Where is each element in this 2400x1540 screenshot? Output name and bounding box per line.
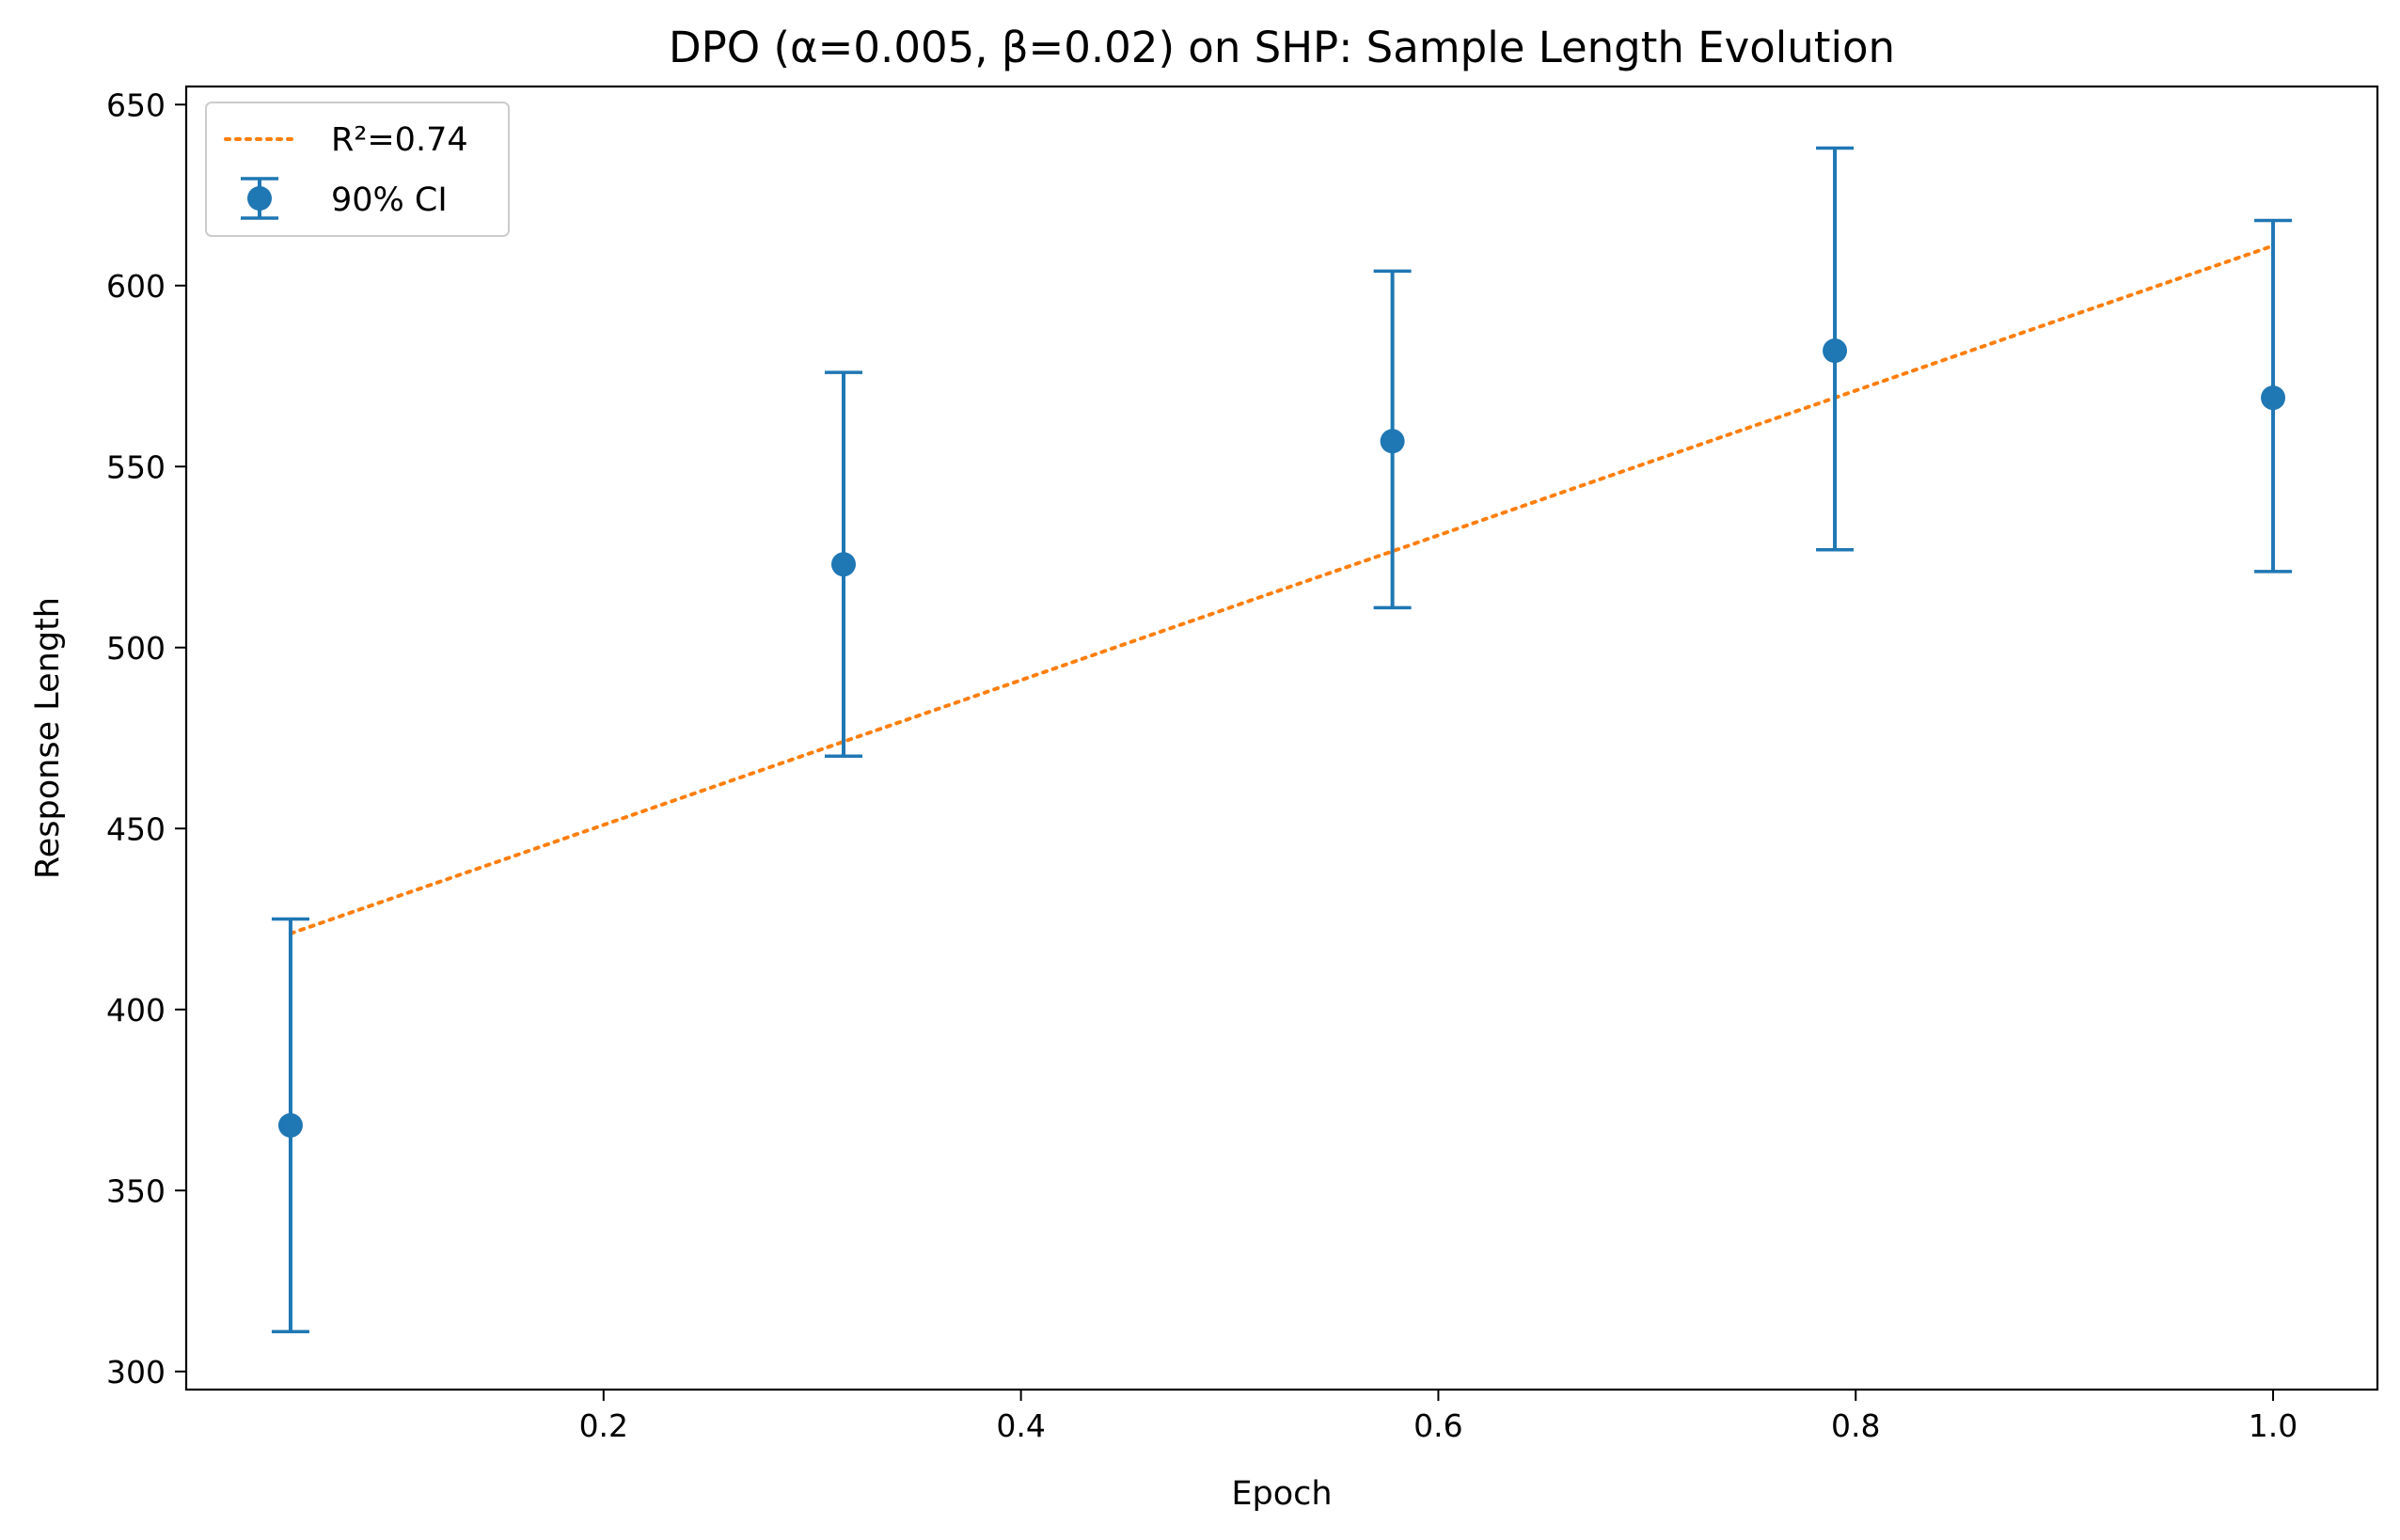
legend-trendline-label: R²=0.74	[331, 121, 468, 159]
y-tick-label: 300	[106, 1354, 166, 1391]
y-tick-label: 500	[106, 630, 166, 667]
data-point	[2261, 385, 2286, 411]
y-tick-label: 450	[106, 810, 166, 847]
legend: R²=0.74 90% CI	[205, 102, 510, 237]
errorbar-layer	[271, 146, 2293, 1334]
trendline-layer	[288, 244, 2276, 935]
y-tick-label: 600	[106, 268, 166, 305]
x-axis: 0.2 0.4 0.6 0.8 1.0	[579, 1390, 2297, 1444]
y-tick-label: 650	[106, 86, 166, 123]
y-tick-label: 350	[106, 1172, 166, 1209]
trendline	[288, 244, 2276, 935]
x-tick-label: 0.2	[579, 1407, 628, 1444]
legend-marker	[247, 186, 272, 211]
x-tick-label: 0.6	[1413, 1407, 1462, 1444]
x-tick-label: 0.4	[996, 1407, 1045, 1444]
y-axis-label: Response Length	[29, 597, 67, 879]
data-point	[1380, 429, 1405, 454]
y-tick-label: 550	[106, 448, 166, 485]
data-point	[1823, 338, 1848, 364]
y-axis: 300 350 400 450 500 550 600 650	[106, 86, 186, 1391]
plot-area	[184, 85, 2379, 1391]
x-axis-label: Epoch	[1231, 1475, 1332, 1513]
x-tick-label: 0.8	[1831, 1407, 1880, 1444]
data-point	[831, 552, 856, 577]
y-tick-label: 400	[106, 992, 166, 1029]
chart-title: DPO (α=0.005, β=0.02) on SHP: Sample Len…	[669, 23, 1895, 72]
data-point	[277, 1112, 303, 1138]
legend-box	[205, 102, 510, 237]
x-tick-label: 1.0	[2249, 1407, 2297, 1444]
legend-errorbar-swatch	[241, 177, 278, 220]
legend-errorbar-label: 90% CI	[331, 181, 448, 219]
